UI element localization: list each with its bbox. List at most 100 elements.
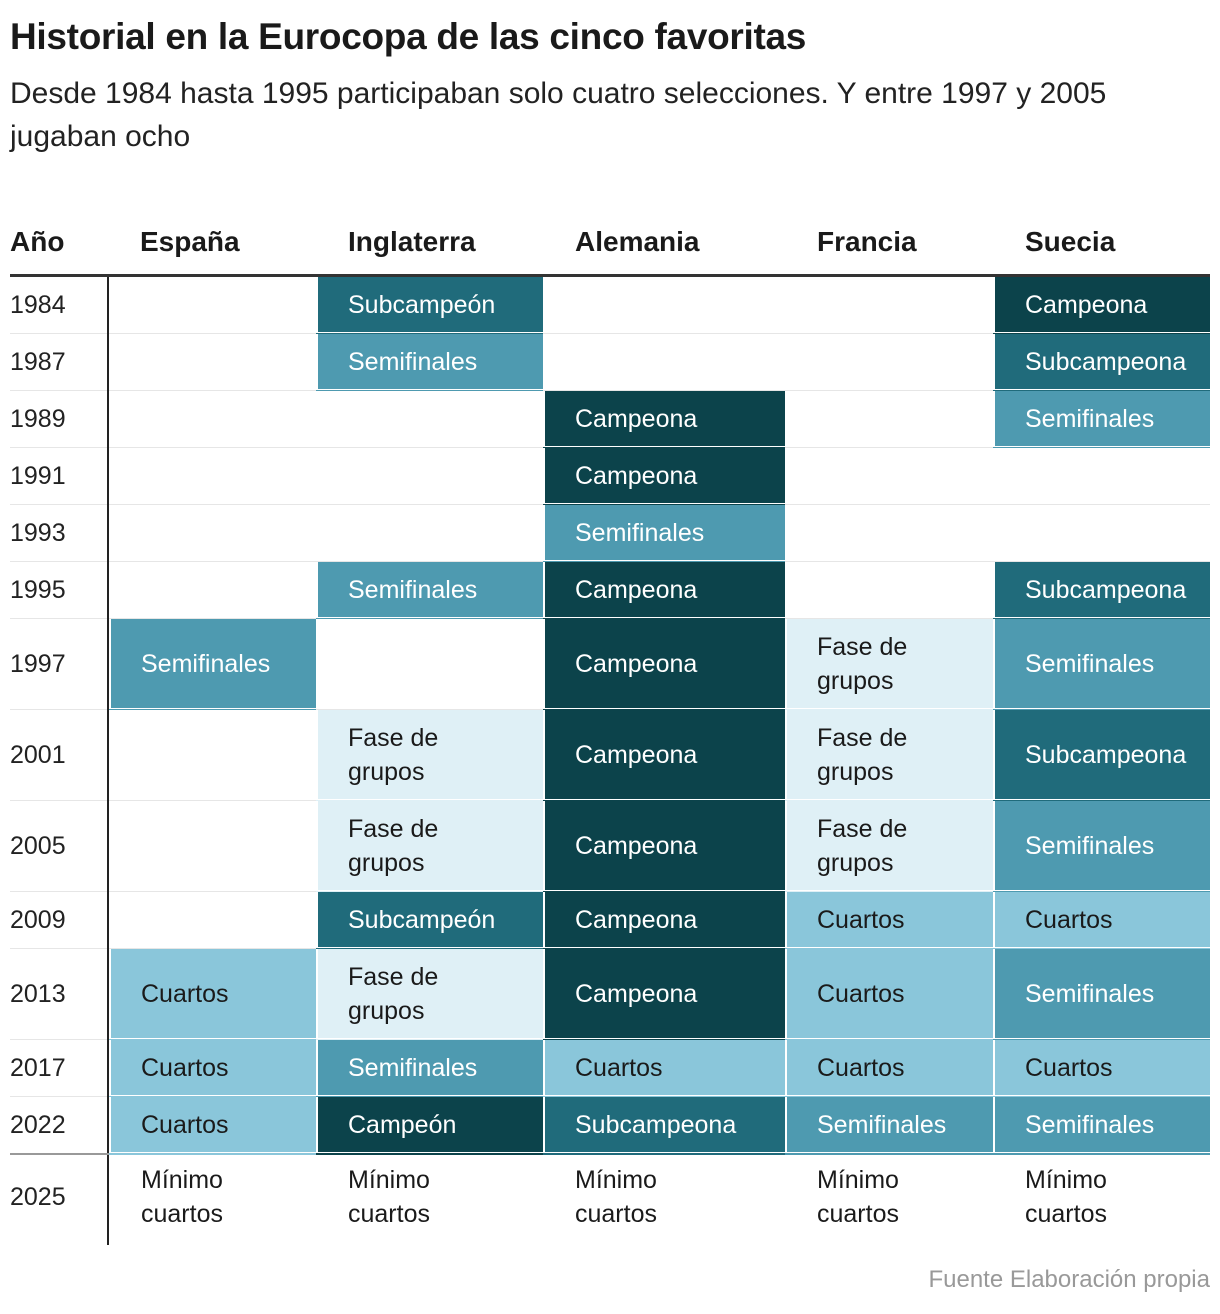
result-cell (108, 275, 316, 334)
result-cell (993, 447, 1210, 505)
result-text: Cuartos (141, 1111, 229, 1139)
year-cell: 1989 (10, 390, 109, 448)
result-cell (785, 275, 993, 334)
result-cell (108, 891, 316, 949)
result-text: Fase de grupos (817, 633, 908, 695)
result-text: Fase de grupos (348, 963, 439, 1025)
result-cell: Fase de grupos (785, 709, 993, 801)
column-header: Alemania (543, 210, 785, 277)
column-header: Suecia (993, 210, 1210, 277)
result-text: Subcampeón (348, 906, 496, 934)
result-cell (993, 504, 1210, 562)
result-cell: Semifinales (993, 800, 1210, 892)
result-text: Subcampeona (1025, 741, 1187, 769)
result-text: Campeona (575, 980, 698, 1008)
result-text: Semifinales (1025, 980, 1155, 1008)
result-cell: Semifinales (108, 618, 316, 710)
result-cell: Subcampeón (316, 275, 543, 334)
result-cell: Cuartos (785, 891, 993, 949)
year-cell: 2009 (10, 891, 109, 949)
year-cell: 1993 (10, 504, 109, 562)
result-text: Semifinales (1025, 1111, 1155, 1139)
result-cell: Campeona (543, 709, 785, 801)
row: 1984 Subcampeón Campeona (10, 275, 1210, 334)
result-text: Semifinales (141, 650, 271, 678)
year-cell: 1984 (10, 275, 109, 334)
result-cell: Fase de grupos (785, 618, 993, 710)
result-cell (108, 561, 316, 619)
result-text: Semifinales (1025, 650, 1155, 678)
result-text: Mínimo cuartos (817, 1166, 899, 1228)
result-text: Campeona (575, 741, 698, 769)
row: 2025 Mínimo cuartos Mínimo cuartos Mínimo c… (10, 1154, 1210, 1245)
result-text: Campeona (575, 650, 698, 678)
row: 2022 Cuartos Campeón Subcampeona Semifinales… (10, 1096, 1210, 1155)
result-cell: Fase de grupos (316, 800, 543, 892)
result-cell: Semifinales (316, 333, 543, 391)
row: 1991 Campeona (10, 447, 1210, 505)
result-text: Cuartos (817, 1054, 905, 1082)
result-text: Mínimo cuartos (1025, 1166, 1107, 1228)
result-text: Semifinales (1025, 405, 1155, 433)
result-text: Campeona (575, 462, 698, 490)
result-text: Semifinales (348, 1054, 478, 1082)
result-cell: Campeón (316, 1096, 543, 1155)
results-table: Año España Inglaterra Alemania Francia Suecia… (10, 210, 1210, 1245)
result-text: Semifinales (1025, 832, 1155, 860)
subtitle: Desde 1984 hasta 1995 participaban solo … (10, 77, 1107, 153)
source: Fuente Elaboración propia (928, 1266, 1210, 1293)
result-text: Campeona (575, 576, 698, 604)
column-header: Año (10, 210, 108, 277)
result-text: Mínimo cuartos (348, 1166, 430, 1228)
column-header: Francia (785, 210, 993, 277)
result-cell: Cuartos (543, 1039, 785, 1097)
result-cell: Cuartos (785, 1039, 993, 1097)
result-cell (108, 447, 316, 505)
row: 2013 Cuartos Fase de grupos Campeona Cuartos… (10, 948, 1210, 1040)
result-cell: Campeona (543, 948, 785, 1040)
row: 1987 Semifinales Subcampeona (10, 333, 1210, 391)
year-cell: 1997 (10, 618, 109, 710)
result-text: Fase de grupos (348, 724, 439, 786)
result-cell (108, 800, 316, 892)
result-text: Semifinales (817, 1111, 947, 1139)
result-text: Campeona (1025, 291, 1148, 319)
result-cell: Campeona (543, 891, 785, 949)
result-cell: Campeona (543, 561, 785, 619)
result-text: Fase de grupos (348, 815, 439, 877)
result-cell (316, 390, 543, 448)
row: 2001 Fase de grupos Campeona Fase de grupos… (10, 709, 1210, 801)
result-cell: Cuartos (108, 1096, 316, 1155)
result-cell (785, 447, 993, 505)
result-text: Fase de grupos (817, 724, 908, 786)
result-text: Campeona (575, 405, 698, 433)
result-cell (108, 709, 316, 801)
result-cell: Mínimo cuartos (785, 1154, 993, 1245)
result-cell: Subcampeona (993, 333, 1210, 391)
result-cell: Campeona (543, 618, 785, 710)
year-cell: 2025 (10, 1154, 109, 1245)
row: 2005 Fase de grupos Campeona Fase de grupos… (10, 800, 1210, 892)
result-text: Cuartos (575, 1054, 663, 1082)
title: Historial en la Eurocopa de las cinco fa… (10, 16, 807, 57)
result-cell (785, 561, 993, 619)
year-cell: 2005 (10, 800, 109, 892)
result-cell: Cuartos (993, 1039, 1210, 1097)
row: 1997 Semifinales Campeona Fase de grupos Sem… (10, 618, 1210, 710)
result-text: Mínimo cuartos (575, 1166, 657, 1228)
result-cell: Subcampeona (993, 709, 1210, 801)
year-cell: 2017 (10, 1039, 109, 1097)
year-cell: 2001 (10, 709, 109, 801)
result-cell (316, 504, 543, 562)
year-cell: 1987 (10, 333, 109, 391)
result-text: Cuartos (1025, 1054, 1113, 1082)
result-cell: Campeona (543, 447, 785, 505)
result-cell: Campeona (993, 275, 1210, 334)
result-text: Campeona (575, 832, 698, 860)
row: 1993 Semifinales (10, 504, 1210, 562)
result-text: Cuartos (141, 1054, 229, 1082)
result-cell: Subcampeona (543, 1096, 785, 1155)
result-text: Cuartos (817, 980, 905, 1008)
result-cell: Cuartos (993, 891, 1210, 949)
